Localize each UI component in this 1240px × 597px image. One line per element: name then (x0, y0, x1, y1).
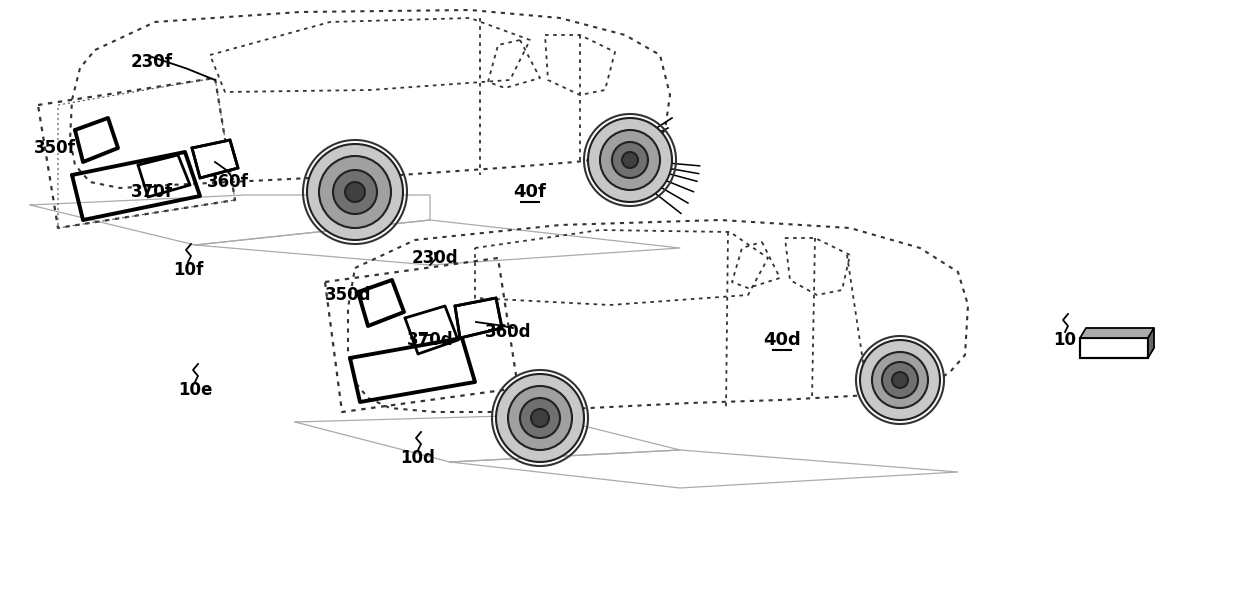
Text: 370d: 370d (407, 331, 454, 349)
Circle shape (892, 372, 908, 388)
Text: 230d: 230d (412, 249, 459, 267)
Circle shape (882, 362, 918, 398)
Text: 10d: 10d (401, 449, 435, 467)
Circle shape (531, 409, 549, 427)
Circle shape (622, 152, 639, 168)
Text: 230f: 230f (131, 53, 174, 71)
Circle shape (496, 374, 584, 462)
Text: 350d: 350d (325, 286, 371, 304)
Polygon shape (455, 298, 502, 338)
Circle shape (508, 386, 572, 450)
Polygon shape (1148, 328, 1154, 358)
Polygon shape (1080, 338, 1148, 358)
Text: 350f: 350f (33, 139, 76, 157)
Polygon shape (192, 140, 238, 178)
Circle shape (613, 142, 649, 178)
Circle shape (308, 144, 403, 240)
Circle shape (600, 130, 660, 190)
Text: 370f: 370f (131, 183, 174, 201)
Text: 360f: 360f (207, 173, 249, 191)
Polygon shape (1080, 328, 1154, 338)
Circle shape (861, 340, 940, 420)
Text: 10e: 10e (177, 381, 212, 399)
Text: 40f: 40f (513, 183, 547, 201)
Circle shape (319, 156, 391, 228)
Circle shape (872, 352, 928, 408)
Text: 10: 10 (1054, 331, 1076, 349)
Circle shape (588, 118, 672, 202)
Text: 40d: 40d (763, 331, 801, 349)
Circle shape (334, 170, 377, 214)
Circle shape (345, 182, 365, 202)
Circle shape (520, 398, 560, 438)
Text: 360d: 360d (485, 323, 531, 341)
Text: 10f: 10f (172, 261, 203, 279)
